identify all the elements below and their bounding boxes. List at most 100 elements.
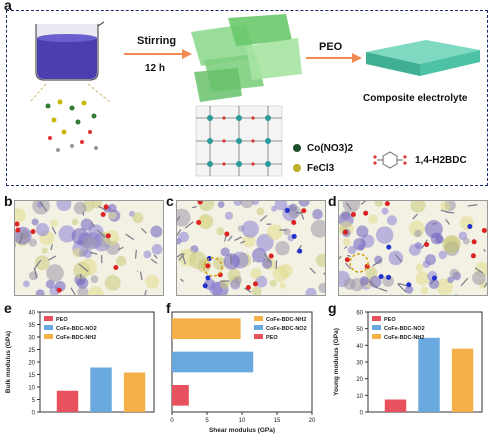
atom-dot	[350, 211, 356, 217]
charge-density-lobe	[35, 222, 50, 237]
charge-density-lobe	[212, 256, 227, 270]
y-tick-label: 40	[28, 311, 35, 317]
legend-swatch	[254, 325, 263, 330]
atom-dot	[205, 263, 211, 269]
charge-density-lobe	[80, 218, 93, 231]
bond-line	[182, 254, 186, 265]
bond-line	[339, 255, 342, 260]
legend-swatch	[372, 334, 381, 339]
charge-density-lobe	[233, 201, 242, 207]
x-axis-label: Shear modulus (GPa)	[209, 427, 275, 434]
charge-density-lobe	[32, 201, 50, 215]
y-tick-label: 40	[356, 344, 363, 350]
charge-density-structure-graphic	[177, 201, 325, 295]
legend-label: CoFe-BDC-NO2	[384, 326, 425, 332]
panel-label-c: c	[166, 193, 174, 209]
panel-label-f: f	[166, 300, 171, 316]
charge-density-lobe	[132, 212, 144, 224]
charge-density-lobe	[408, 243, 421, 256]
shear-modulus-chart: 0 5 10 15 20 CoFe-BDC-NH2 CoFe-BDC-NO2 PEO Shear…	[170, 311, 316, 434]
bond-line	[177, 229, 182, 237]
atom-dot	[103, 204, 109, 210]
bond-line	[378, 287, 388, 292]
atom-dot	[431, 275, 437, 281]
charge-density-lobe	[305, 287, 317, 295]
legend-bdc-label: 1,4-H2BDC	[415, 155, 467, 166]
charge-density-lobe	[405, 285, 414, 294]
bond-line	[18, 233, 24, 244]
bond-line	[412, 213, 418, 220]
bar-PEO	[172, 385, 189, 406]
charge-density-lobe	[312, 209, 323, 220]
charge-density-lobe	[150, 225, 163, 238]
panel-label-d: d	[328, 193, 337, 209]
y-tick-label: 5	[32, 398, 36, 404]
bond-line	[136, 270, 139, 272]
charge-density-lobe	[250, 267, 262, 280]
structure-background	[177, 201, 325, 295]
legend-label: CoFe-BDC-NH2	[384, 335, 424, 341]
atom-dot	[15, 221, 20, 227]
beaker-icon	[35, 21, 105, 81]
charge-density-lobe	[472, 271, 486, 285]
bond-line	[153, 254, 158, 259]
bar-CoFe-BDC-NO2	[172, 351, 254, 373]
charge-density-lobe	[216, 227, 225, 236]
charge-density-lobe	[56, 201, 72, 212]
x-tick-label: 10	[239, 418, 246, 424]
synthesis-schematic-panel: Stirring 12 h PEO Composite electrolyte …	[6, 10, 488, 186]
charge-density-lobe	[209, 281, 224, 295]
bond-line	[134, 249, 137, 259]
bdc-molecule-icon	[373, 151, 407, 169]
bond-line	[252, 260, 255, 263]
atom-dot	[291, 219, 297, 225]
charge-density-lobe	[368, 214, 378, 224]
bond-line	[474, 267, 483, 274]
charge-density-structure-graphic	[339, 201, 487, 295]
charge-density-lobe	[279, 282, 286, 289]
bond-line	[141, 227, 147, 234]
charge-density-lobe	[28, 270, 39, 281]
atom-dot	[284, 207, 290, 213]
bond-line	[397, 283, 407, 293]
charge-density-lobe	[449, 268, 460, 279]
y-tick-label: 60	[356, 311, 363, 317]
legend-swatch	[372, 316, 381, 321]
legend-label: CoFe-BDC-NO2	[56, 326, 97, 332]
bond-line	[98, 205, 107, 211]
nanosheets-icon	[191, 14, 302, 102]
y-tick-label: 50	[356, 327, 363, 333]
charge-density-lobe	[462, 237, 470, 245]
arrow-icon	[182, 49, 192, 59]
y-tick-label: 10	[28, 386, 35, 392]
charge-density-lobe	[440, 201, 451, 212]
bond-line	[234, 236, 243, 242]
bond-line	[368, 280, 379, 289]
atom-dot	[205, 275, 211, 281]
precursor-molecules-icon	[45, 99, 98, 152]
arrow-icon	[352, 53, 362, 63]
charge-density-lobe	[316, 253, 325, 268]
charge-density-lobe	[269, 279, 277, 287]
charge-density-lobe	[78, 249, 87, 257]
cobalt-dot-icon	[293, 144, 301, 152]
charge-density-lobe	[34, 255, 50, 271]
charge-density-lobe	[23, 280, 30, 288]
composite-electrolyte-label: Composite electrolyte	[363, 93, 468, 104]
atom-dot	[252, 281, 258, 287]
bond-line	[309, 267, 316, 274]
legend-swatch	[254, 316, 263, 321]
bond-line	[51, 227, 57, 235]
structure-image-c	[176, 200, 326, 296]
bond-line	[227, 235, 233, 242]
atom-dot	[470, 253, 476, 259]
charge-density-lobe	[386, 215, 398, 226]
charge-density-lobe	[220, 247, 230, 257]
y-tick-label: 15	[28, 373, 35, 379]
y-axis-label: Bulk modulus (GPa)	[5, 331, 12, 393]
bond-line	[483, 248, 486, 252]
schematic-graphics	[29, 14, 480, 177]
bond-line	[90, 221, 95, 228]
charge-density-lobe	[81, 235, 97, 251]
bar-CoFe-BDC-NH2	[451, 348, 474, 412]
